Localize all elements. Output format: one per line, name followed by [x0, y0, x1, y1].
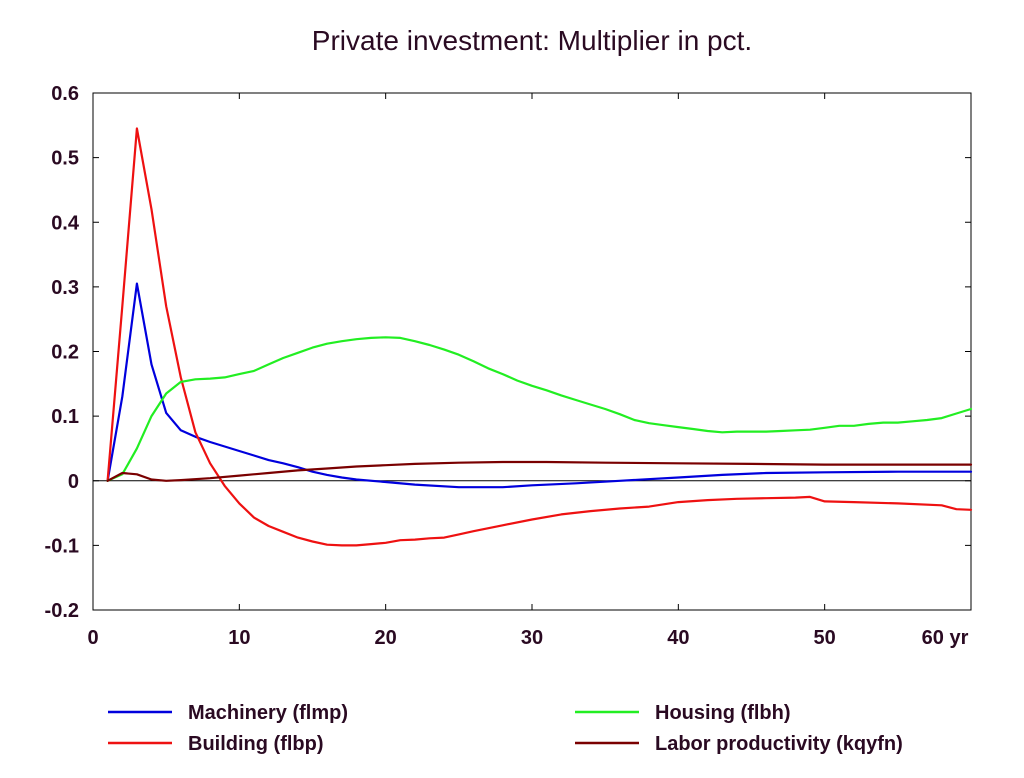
y-tick-label: 0.4 [51, 212, 80, 234]
x-tick-label: 30 [521, 627, 543, 649]
legend: Machinery (flmp) Building (flbp) Housing (… [108, 702, 903, 755]
x-tick-label: 60 yr [922, 627, 969, 649]
series-line-1 [106, 282, 973, 489]
legend-label: Housing (flbh) [655, 702, 791, 724]
y-tick-label: 0 [68, 471, 79, 493]
y-tick-label: -0.1 [45, 535, 79, 557]
series-line-2 [106, 127, 973, 547]
plot-area [92, 92, 972, 611]
chart-title: Private investment: Multiplier in pct. [312, 25, 752, 56]
legend-label: Labor productivity (kqyfn) [655, 733, 903, 755]
x-tick-label: 0 [87, 627, 98, 649]
y-tick-label: 0.1 [51, 406, 79, 428]
x-tick-label: 50 [814, 627, 836, 649]
y-tick-label: 0.6 [51, 83, 79, 105]
series-line-3 [106, 336, 973, 482]
series-line-4 [106, 460, 973, 482]
x-tick-label: 20 [375, 627, 397, 649]
y-tick-label: 0.5 [51, 148, 79, 170]
axes: 0.6 0.5 0.4 0.3 0.2 0.1 0 -0.1 -0.2 0 10 20 30 40 50 60… [45, 83, 972, 649]
x-tick-label: 10 [228, 627, 250, 649]
y-tick-label: 0.2 [51, 342, 79, 364]
legend-label: Building (flbp) [188, 733, 324, 755]
plot-frame [92, 92, 972, 611]
y-tick-label: 0.3 [51, 277, 79, 299]
legend-label: Machinery (flmp) [188, 702, 348, 724]
series-layer [106, 127, 973, 547]
y-tick-label: -0.2 [45, 600, 79, 622]
x-tick-label: 40 [667, 627, 689, 649]
